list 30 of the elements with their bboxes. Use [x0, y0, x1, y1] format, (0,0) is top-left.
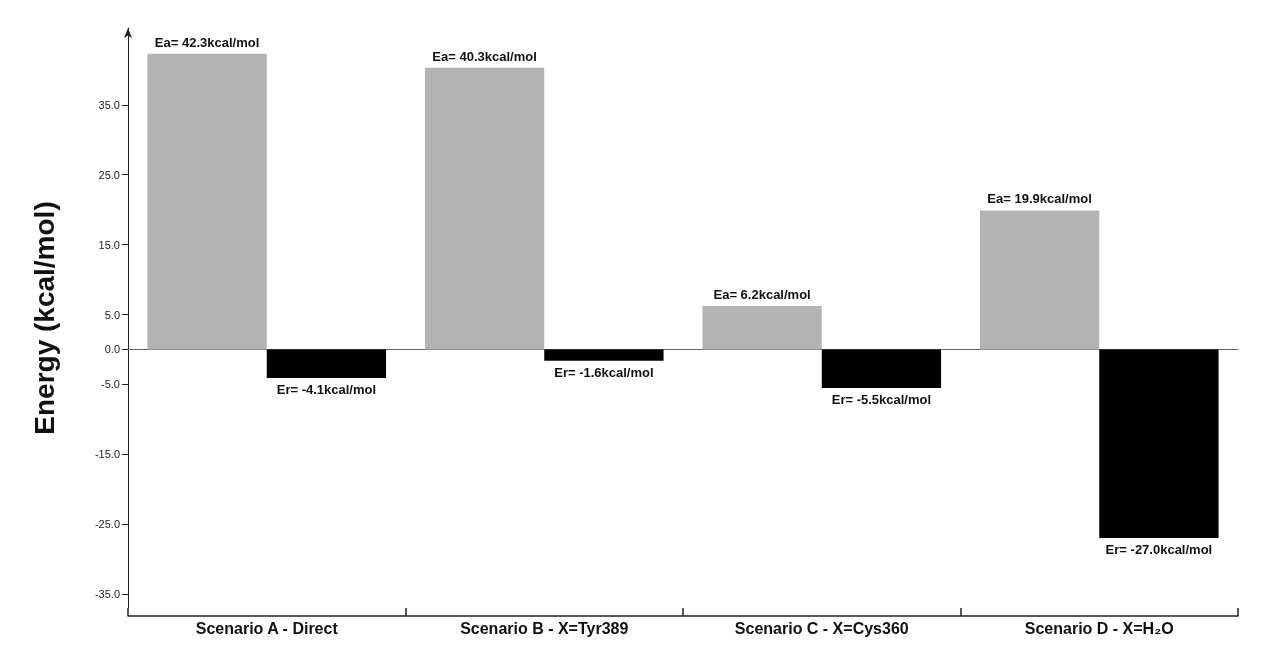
data-label: Ea= 6.2kcal/mol	[713, 287, 811, 303]
y-tick-label: 25.0	[98, 168, 120, 181]
data-label: Er= -5.5kcal/mol	[831, 391, 932, 407]
y-tick-label: -25.0	[94, 518, 120, 531]
data-label: Ea= 42.3kcal/mol	[154, 34, 260, 50]
bar	[979, 210, 1100, 350]
y-tick-label: -15.0	[94, 448, 120, 461]
bar	[544, 349, 664, 361]
x-tick-label: Scenario C - X=Cys360	[734, 619, 909, 637]
bar	[424, 67, 545, 350]
y-tick-label: -35.0	[94, 588, 120, 601]
y-tick-label: 35.0	[98, 98, 120, 111]
y-tick-label: 5.0	[104, 308, 120, 321]
y-axis-title: Energy (kcal/mol)	[28, 201, 60, 435]
bar	[1099, 349, 1219, 539]
bar	[147, 53, 267, 350]
x-tick-label: Scenario D - X=H₂O	[1024, 619, 1174, 637]
y-tick-label: 0.0	[104, 343, 120, 356]
data-label: Ea= 40.3kcal/mol	[432, 48, 537, 64]
data-label: Er= -4.1kcal/mol	[276, 382, 377, 398]
bar	[266, 349, 387, 379]
data-label: Ea= 19.9kcal/mol	[987, 191, 1092, 207]
x-tick-label: Scenario A - Direct	[195, 619, 339, 637]
bar	[821, 349, 942, 388]
y-tick-label: 15.0	[98, 238, 120, 251]
data-label: Er= -1.6kcal/mol	[554, 364, 654, 380]
x-tick-label: Scenario B - X=Tyr389	[460, 619, 629, 637]
y-tick-label: -5.0	[101, 378, 120, 391]
bar	[702, 306, 822, 350]
data-label: Er= -27.0kcal/mol	[1105, 542, 1213, 558]
